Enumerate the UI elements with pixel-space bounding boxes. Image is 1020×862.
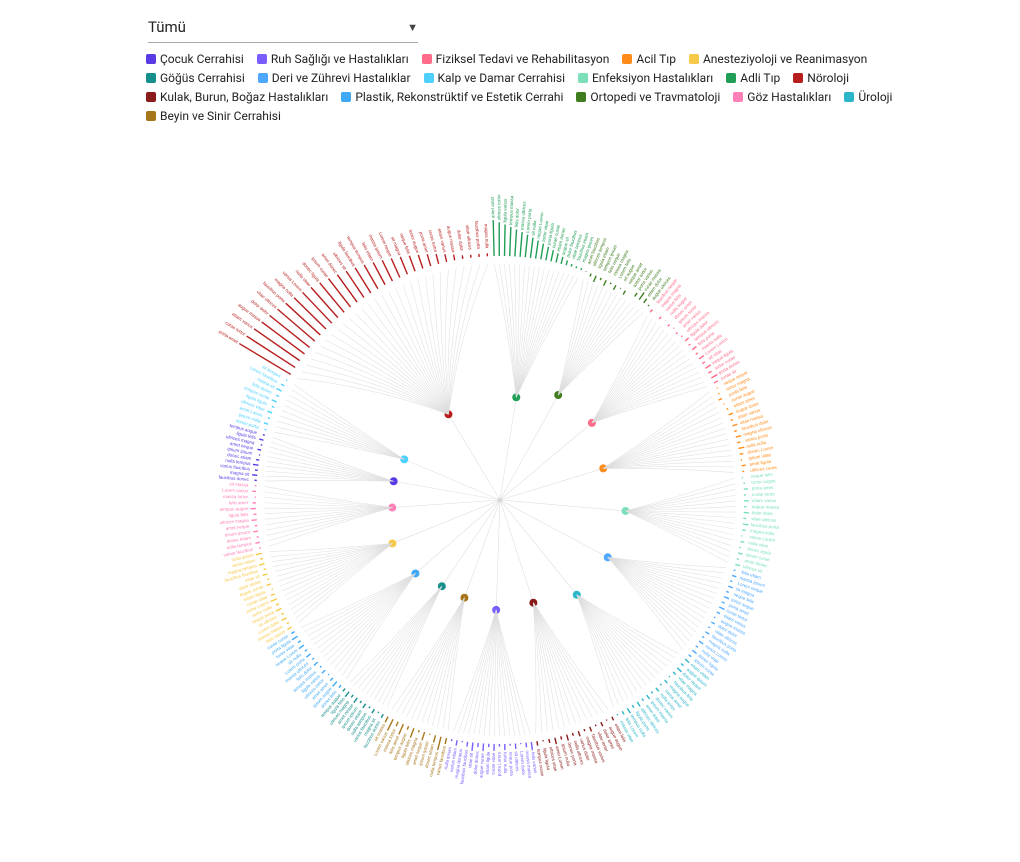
- svg-text:tortor nulla: tortor nulla: [503, 752, 508, 774]
- legend-item[interactable]: Adli Tıp: [726, 69, 780, 87]
- svg-text:amet amet: amet amet: [490, 196, 496, 218]
- legend-item[interactable]: Ortopedi ve Travmatoloji: [576, 88, 720, 106]
- legend-item[interactable]: Ruh Sağlığı ve Hastalıkları: [257, 50, 409, 68]
- svg-text:tortor augue: tortor augue: [751, 478, 776, 485]
- svg-text:vitae ultrices: vitae ultrices: [465, 225, 473, 251]
- svg-text:curae vitae: curae vitae: [491, 752, 497, 775]
- svg-text:magna nulla: magna nulla: [484, 224, 490, 249]
- svg-text:augue massa: augue massa: [752, 504, 780, 510]
- svg-text:ligula varius: ligula varius: [502, 198, 507, 223]
- legend-label: Kalp ve Damar Cerrahisi: [438, 69, 566, 87]
- legend-swatch: [146, 111, 156, 121]
- legend-swatch: [622, 54, 632, 64]
- legend-label: Göğüs Cerrahisi: [160, 69, 245, 87]
- svg-text:etiam ligula: etiam ligula: [485, 751, 491, 774]
- legend-swatch: [576, 92, 586, 102]
- legend-item[interactable]: Fiziksel Tedavi ve Rehabilitasyon: [422, 50, 610, 68]
- legend-swatch: [578, 73, 588, 83]
- legend-item[interactable]: Çocuk Cerrahisi: [146, 50, 244, 68]
- legend-swatch: [793, 73, 803, 83]
- legend-item[interactable]: Plastik, Rekonstrüktif ve Estetik Cerrah…: [341, 88, 563, 106]
- legend-label: Enfeksiyon Hastalıkları: [592, 69, 713, 87]
- dropdown-selected-label: Tümü: [148, 18, 186, 36]
- legend-item[interactable]: Nöroloji: [793, 69, 849, 87]
- legend-swatch: [733, 92, 743, 102]
- svg-text:dolor dolor: dolor dolor: [752, 510, 774, 516]
- legend-label: Göz Hastalıkları: [747, 88, 831, 106]
- legend-label: Kulak, Burun, Boğaz Hastalıkları: [160, 88, 328, 106]
- legend-item[interactable]: Göğüs Cerrahisi: [146, 69, 245, 87]
- legend-swatch: [258, 73, 268, 83]
- legend-label: Ortopedi ve Travmatoloji: [590, 88, 720, 106]
- legend-label: Beyin ve Sinir Cerrahisi: [160, 107, 281, 125]
- legend-label: Adli Tıp: [740, 69, 780, 87]
- legend-swatch: [689, 54, 699, 64]
- svg-text:porta amet: porta amet: [752, 485, 774, 491]
- radial-chart: amet ametultrices tortorligula varius tem…: [160, 170, 840, 850]
- legend-swatch: [146, 54, 156, 64]
- svg-text:Lorem varius: Lorem varius: [222, 487, 249, 493]
- svg-text:neque porta: neque porta: [508, 752, 514, 777]
- legend-label: Çocuk Cerrahisi: [160, 50, 244, 68]
- legend-label: Fiziksel Tedavi ve Rehabilitasyon: [436, 50, 610, 68]
- svg-text:porta Lorem: porta Lorem: [497, 752, 502, 777]
- svg-text:sit massa: sit massa: [229, 481, 249, 487]
- legend-item[interactable]: Kalp ve Damar Cerrahisi: [424, 69, 566, 87]
- svg-text:massa tortor: massa tortor: [223, 494, 249, 499]
- svg-text:etiam varius: etiam varius: [752, 498, 777, 503]
- legend-label: Üroloji: [858, 88, 892, 106]
- svg-text:felis amet: felis amet: [229, 500, 249, 505]
- legend-item[interactable]: Kulak, Burun, Boğaz Hastalıkları: [146, 88, 328, 106]
- legend-label: Plastik, Rekonstrüktif ve Estetik Cerrah…: [355, 88, 563, 106]
- legend-item[interactable]: Göz Hastalıkları: [733, 88, 831, 106]
- legend-label: Ruh Sağlığı ve Hastalıkları: [271, 50, 409, 68]
- legend-item[interactable]: Acil Tıp: [622, 50, 676, 68]
- legend-swatch: [146, 92, 156, 102]
- legend-label: Acil Tıp: [636, 50, 676, 68]
- legend-swatch: [257, 54, 267, 64]
- legend-item[interactable]: Anesteziyoloji ve Reanimasyon: [689, 50, 867, 68]
- legend-swatch: [844, 92, 854, 102]
- legend-label: Deri ve Zührevi Hastalıklar: [272, 69, 411, 87]
- legend: Çocuk Cerrahisi Ruh Sağlığı ve Hastalıkl…: [146, 50, 980, 126]
- legend-swatch: [341, 92, 351, 102]
- svg-text:dolor dolor: dolor dolor: [456, 229, 464, 251]
- legend-item[interactable]: Enfeksiyon Hastalıkları: [578, 69, 713, 87]
- legend-swatch: [146, 73, 156, 83]
- filter-dropdown[interactable]: Tümü ▼: [148, 12, 418, 43]
- legend-label: Anesteziyoloji ve Reanimasyon: [703, 50, 867, 68]
- chevron-down-icon: ▼: [407, 21, 418, 34]
- legend-label: Nöroloji: [807, 69, 849, 87]
- legend-item[interactable]: Üroloji: [844, 88, 892, 106]
- legend-swatch: [422, 54, 432, 64]
- legend-swatch: [424, 73, 434, 83]
- svg-text:tempus augue: tempus augue: [220, 506, 249, 512]
- legend-item[interactable]: Beyin ve Sinir Cerrahisi: [146, 107, 281, 125]
- svg-text:curae tortor: curae tortor: [752, 491, 776, 496]
- svg-text:ultrices tortor: ultrices tortor: [496, 194, 501, 221]
- svg-text:faucibus porta: faucibus porta: [474, 221, 481, 250]
- legend-swatch: [726, 73, 736, 83]
- legend-item[interactable]: Deri ve Zührevi Hastalıklar: [258, 69, 411, 87]
